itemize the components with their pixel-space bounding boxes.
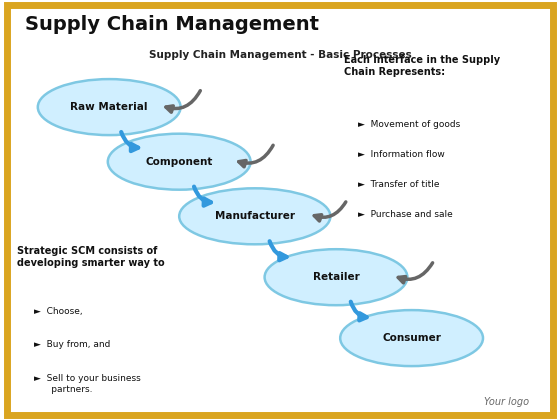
Text: Supply Chain Management: Supply Chain Management <box>25 15 319 34</box>
FancyArrowPatch shape <box>121 132 138 151</box>
Ellipse shape <box>108 134 251 190</box>
Ellipse shape <box>340 310 483 366</box>
Text: ►  Choose,: ► Choose, <box>34 307 82 315</box>
Text: Each interface in the Supply
Chain Represents:: Each interface in the Supply Chain Repre… <box>344 55 501 77</box>
Text: Manufacturer: Manufacturer <box>215 211 295 221</box>
Text: Your logo: Your logo <box>484 397 529 407</box>
Text: ►  Transfer of title: ► Transfer of title <box>358 180 440 189</box>
FancyArrowPatch shape <box>398 263 433 283</box>
Text: ►  Information flow: ► Information flow <box>358 150 445 159</box>
Text: Consumer: Consumer <box>382 333 441 343</box>
FancyArrowPatch shape <box>239 145 273 167</box>
Text: Strategic SCM consists of
developing smarter way to: Strategic SCM consists of developing sma… <box>17 246 165 268</box>
Ellipse shape <box>265 249 407 305</box>
FancyArrowPatch shape <box>194 186 211 206</box>
FancyArrowPatch shape <box>351 302 367 320</box>
Text: ►  Purchase and sale: ► Purchase and sale <box>358 210 453 219</box>
Ellipse shape <box>179 188 330 244</box>
Text: ►  Movement of goods: ► Movement of goods <box>358 120 461 129</box>
Text: Raw Material: Raw Material <box>71 102 148 112</box>
Text: Component: Component <box>146 157 213 167</box>
FancyArrowPatch shape <box>314 202 346 221</box>
Text: ►  Buy from, and: ► Buy from, and <box>34 340 110 349</box>
Text: Supply Chain Management - Basic Processes: Supply Chain Management - Basic Processe… <box>148 50 412 60</box>
Ellipse shape <box>38 79 180 135</box>
Text: ►  Sell to your business
      partners.: ► Sell to your business partners. <box>34 374 141 394</box>
FancyArrowPatch shape <box>166 91 200 112</box>
FancyArrowPatch shape <box>269 241 287 260</box>
Text: Retailer: Retailer <box>312 272 360 282</box>
